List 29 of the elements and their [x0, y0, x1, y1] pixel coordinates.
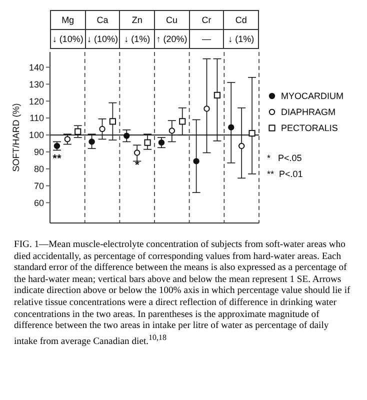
y-tick-label: 110: [30, 113, 44, 124]
x-tick-label: Mg: [50, 10, 86, 30]
text: ↓ (1%): [224, 30, 258, 48]
text: * P<.05: [267, 152, 303, 165]
x-tick-label: Cr: [189, 10, 224, 30]
text: ** P<.01: [267, 168, 304, 181]
text: —: [189, 30, 224, 48]
y-tick-label: 140: [28, 62, 44, 72]
y-tick-label: 90: [34, 147, 44, 158]
legend-label: DIAPHRAGM: [281, 106, 336, 119]
text: ↓ (10%): [85, 30, 120, 48]
x-tick-label: Cd: [224, 10, 258, 30]
y-tick-label: 60: [34, 198, 44, 208]
text: ↓ (10%): [50, 30, 86, 48]
y-tick-label: 80: [34, 164, 44, 174]
x-tick-label: Zn: [120, 10, 154, 30]
y-tick-label: 130: [28, 79, 44, 90]
x-tick-label: Ca: [85, 10, 120, 30]
legend-label: MYOCARDIUM: [281, 90, 344, 103]
legend-label: PECTORALIS: [281, 122, 338, 135]
y-tick-label: 120: [28, 96, 44, 106]
text: ↓ (1%): [120, 30, 154, 48]
text: ↑ (20%): [154, 30, 190, 48]
y-tick-label: 70: [34, 180, 44, 191]
data-label: **: [52, 152, 62, 165]
text: FIG. 1—Mean muscle-electrolyte concentration of subjects from soft-water areas who died accidentally, as percentage of corresponding values from hard-water areas. Each standard error of the difference between the means is also expressed as a percentage of the hard-water mean; vertical bars above and below the mean represent 1 SE. Arrows indicate direction above or below the 100% axis in which percentage value should lie if relative tissue concentrations were a direct reflection of difference in drinking water concentrations in the two areas. In parentheses is the approximate magnitude of difference between the two areas in intake per litre of water as percentage of daily intake from average Canadian diet.$^{10,18}$: [14, 239, 350, 347]
y-axis-title: SOFT/HARD (%): [11, 103, 22, 172]
x-tick-label: Cu: [154, 10, 190, 30]
y-tick-label: 100: [28, 130, 44, 140]
